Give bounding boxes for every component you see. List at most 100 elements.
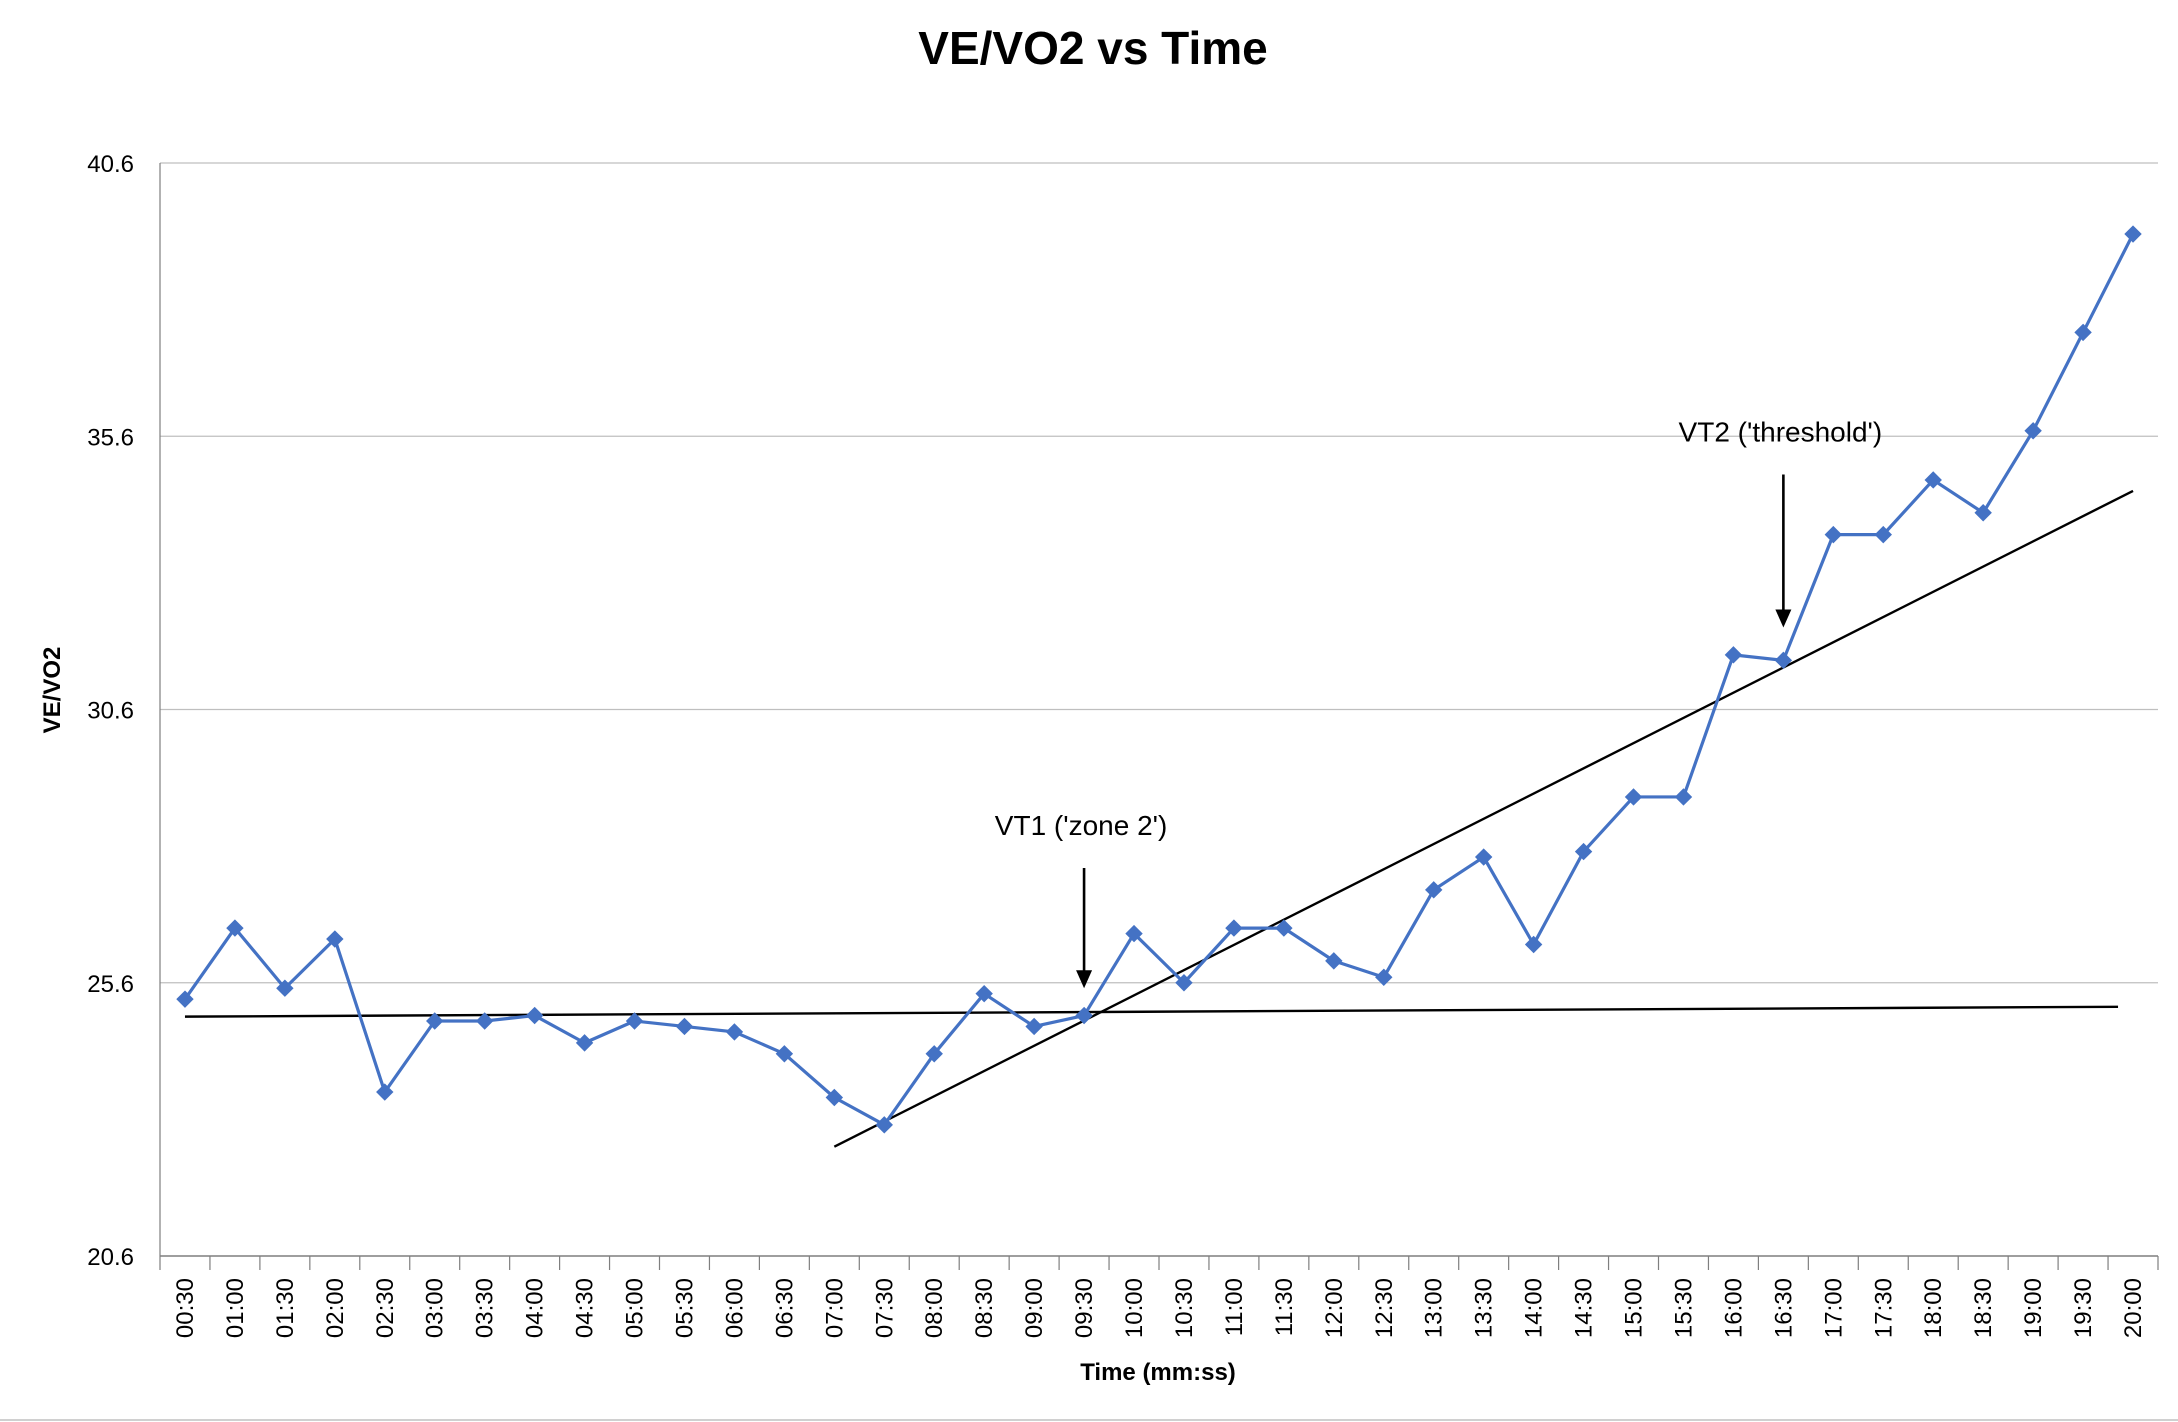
data-point-marker — [1075, 1006, 1093, 1025]
x-tick-label: 03:00 — [422, 1278, 449, 1338]
data-point-marker — [326, 930, 344, 948]
x-tick-label: 07:30 — [871, 1278, 898, 1338]
data-point-marker — [1425, 881, 1443, 899]
data-point-marker — [176, 990, 194, 1008]
x-tick-label: 08:00 — [921, 1278, 948, 1338]
x-tick-label: 07:00 — [821, 1278, 848, 1338]
data-point-marker — [1225, 919, 1243, 937]
x-tick-label: 02:00 — [322, 1278, 349, 1338]
x-tick-label: 00:30 — [172, 1278, 199, 1338]
x-tick-label: 19:00 — [2020, 1278, 2047, 1338]
x-tick-labels: 00:30 01:00 01:30 02:00 02:30 03:00 03:30 04:00… — [172, 1278, 2147, 1338]
y-tick-label: 20.6 — [87, 1244, 134, 1271]
data-point-marker — [1574, 842, 1593, 861]
data-point-marker — [1125, 924, 1143, 943]
x-tick-label: 20:00 — [2120, 1278, 2147, 1338]
x-tick-label: 17:00 — [1820, 1278, 1847, 1338]
x-tick-label: 12:30 — [1371, 1278, 1398, 1338]
data-point-marker — [725, 1023, 744, 1041]
data-point-marker — [1474, 848, 1493, 866]
x-tick-label: 06:30 — [771, 1278, 798, 1338]
y-tick-labels: 20.6 25.6 30.6 35.6 40.6 — [87, 151, 134, 1271]
y-tick-label: 35.6 — [87, 424, 134, 451]
data-point-marker — [975, 984, 993, 1003]
x-tick-label: 03:30 — [472, 1278, 499, 1338]
data-point-marker — [426, 1012, 444, 1030]
x-tick-label: 15:00 — [1621, 1278, 1648, 1338]
x-tick-label: 14:30 — [1571, 1278, 1598, 1338]
annotation-arrow-head — [1076, 970, 1093, 989]
gridlines — [160, 162, 2158, 984]
data-point-marker — [775, 1045, 794, 1063]
axes — [0, 163, 2178, 1421]
x-tick-label: 06:00 — [721, 1278, 748, 1338]
annotation-arrow-head — [1775, 609, 1792, 628]
data-point-marker — [1524, 935, 1543, 954]
x-tick-label: 08:30 — [971, 1278, 998, 1338]
data-point-marker — [2074, 323, 2092, 342]
data-point-marker — [276, 979, 294, 997]
x-tick-label: 15:30 — [1670, 1278, 1697, 1338]
x-tick-label: 14:00 — [1521, 1278, 1548, 1338]
data-point-marker — [226, 919, 244, 937]
data-point-marker — [1025, 1017, 1043, 1036]
x-tick-label: 09:30 — [1071, 1278, 1098, 1338]
chart-title: VE/VO2 vs Time — [918, 22, 1267, 74]
y-tick-label: 30.6 — [87, 698, 134, 725]
data-point-marker — [625, 1012, 644, 1030]
x-tick-label: 02:30 — [372, 1278, 399, 1338]
x-tick-label: 05:00 — [622, 1278, 649, 1338]
x-tick-label: 17:30 — [1870, 1278, 1897, 1338]
series-line — [183, 233, 2135, 1127]
trendline-slope-fit — [833, 489, 2134, 1148]
x-tick-label: 04:30 — [572, 1278, 599, 1338]
annotations: VT1 ('zone 2') VT2 ('threshold') — [995, 417, 1882, 989]
y-tick-label: 40.6 — [87, 151, 134, 178]
x-tick-label: 04:00 — [522, 1278, 549, 1338]
x-tick-label: 05:30 — [671, 1278, 698, 1338]
data-point-marker — [1724, 646, 1743, 664]
annotation-label: VT2 ('threshold') — [1679, 417, 1883, 448]
data-point-marker — [525, 1006, 544, 1025]
x-tick-label: 18:00 — [1920, 1278, 1947, 1338]
x-tick-label: 11:00 — [1221, 1278, 1248, 1336]
data-point-marker — [1824, 525, 1843, 544]
x-tick-label: 10:30 — [1171, 1278, 1198, 1338]
data-point-marker — [475, 1012, 494, 1030]
y-axis-label: VE/VO2 — [39, 647, 66, 734]
x-tick-label: 16:30 — [1770, 1278, 1797, 1338]
x-tick-label: 16:00 — [1720, 1278, 1747, 1338]
data-point-marker — [675, 1017, 694, 1036]
data-point-marker — [2124, 225, 2142, 243]
data-point-marker — [1624, 788, 1643, 806]
x-tick-label: 18:30 — [1970, 1278, 1997, 1338]
data-point-marker — [1175, 974, 1193, 992]
x-axis-label: Time (mm:ss) — [1080, 1359, 1236, 1386]
x-tick-label: 01:00 — [222, 1278, 249, 1338]
data-series — [176, 225, 2142, 1134]
data-point-marker — [376, 1083, 394, 1101]
data-point-marker — [1974, 504, 1992, 522]
x-tick-label: 09:00 — [1021, 1278, 1048, 1338]
data-point-marker — [825, 1088, 844, 1107]
x-tick-label: 13:30 — [1471, 1278, 1498, 1338]
data-point-marker — [1325, 952, 1343, 970]
x-tick-label: 11:30 — [1271, 1278, 1298, 1336]
x-tick-label: 10:00 — [1121, 1278, 1148, 1338]
x-tick-label: 12:00 — [1321, 1278, 1348, 1338]
data-point-marker — [1874, 525, 1892, 544]
trendline-baseline-fit — [184, 1005, 2119, 1018]
data-point-marker — [575, 1034, 594, 1052]
data-point-marker — [875, 1116, 893, 1134]
x-tick-label: 19:30 — [2070, 1278, 2097, 1338]
data-point-marker — [1674, 788, 1693, 806]
data-point-marker — [1275, 919, 1293, 937]
data-point-marker — [1924, 471, 1942, 489]
data-point-marker — [2024, 422, 2042, 440]
annotation-label: VT1 ('zone 2') — [995, 810, 1168, 841]
data-point-marker — [1375, 968, 1393, 986]
trendlines — [184, 489, 2134, 1148]
data-point-marker — [1774, 651, 1793, 670]
